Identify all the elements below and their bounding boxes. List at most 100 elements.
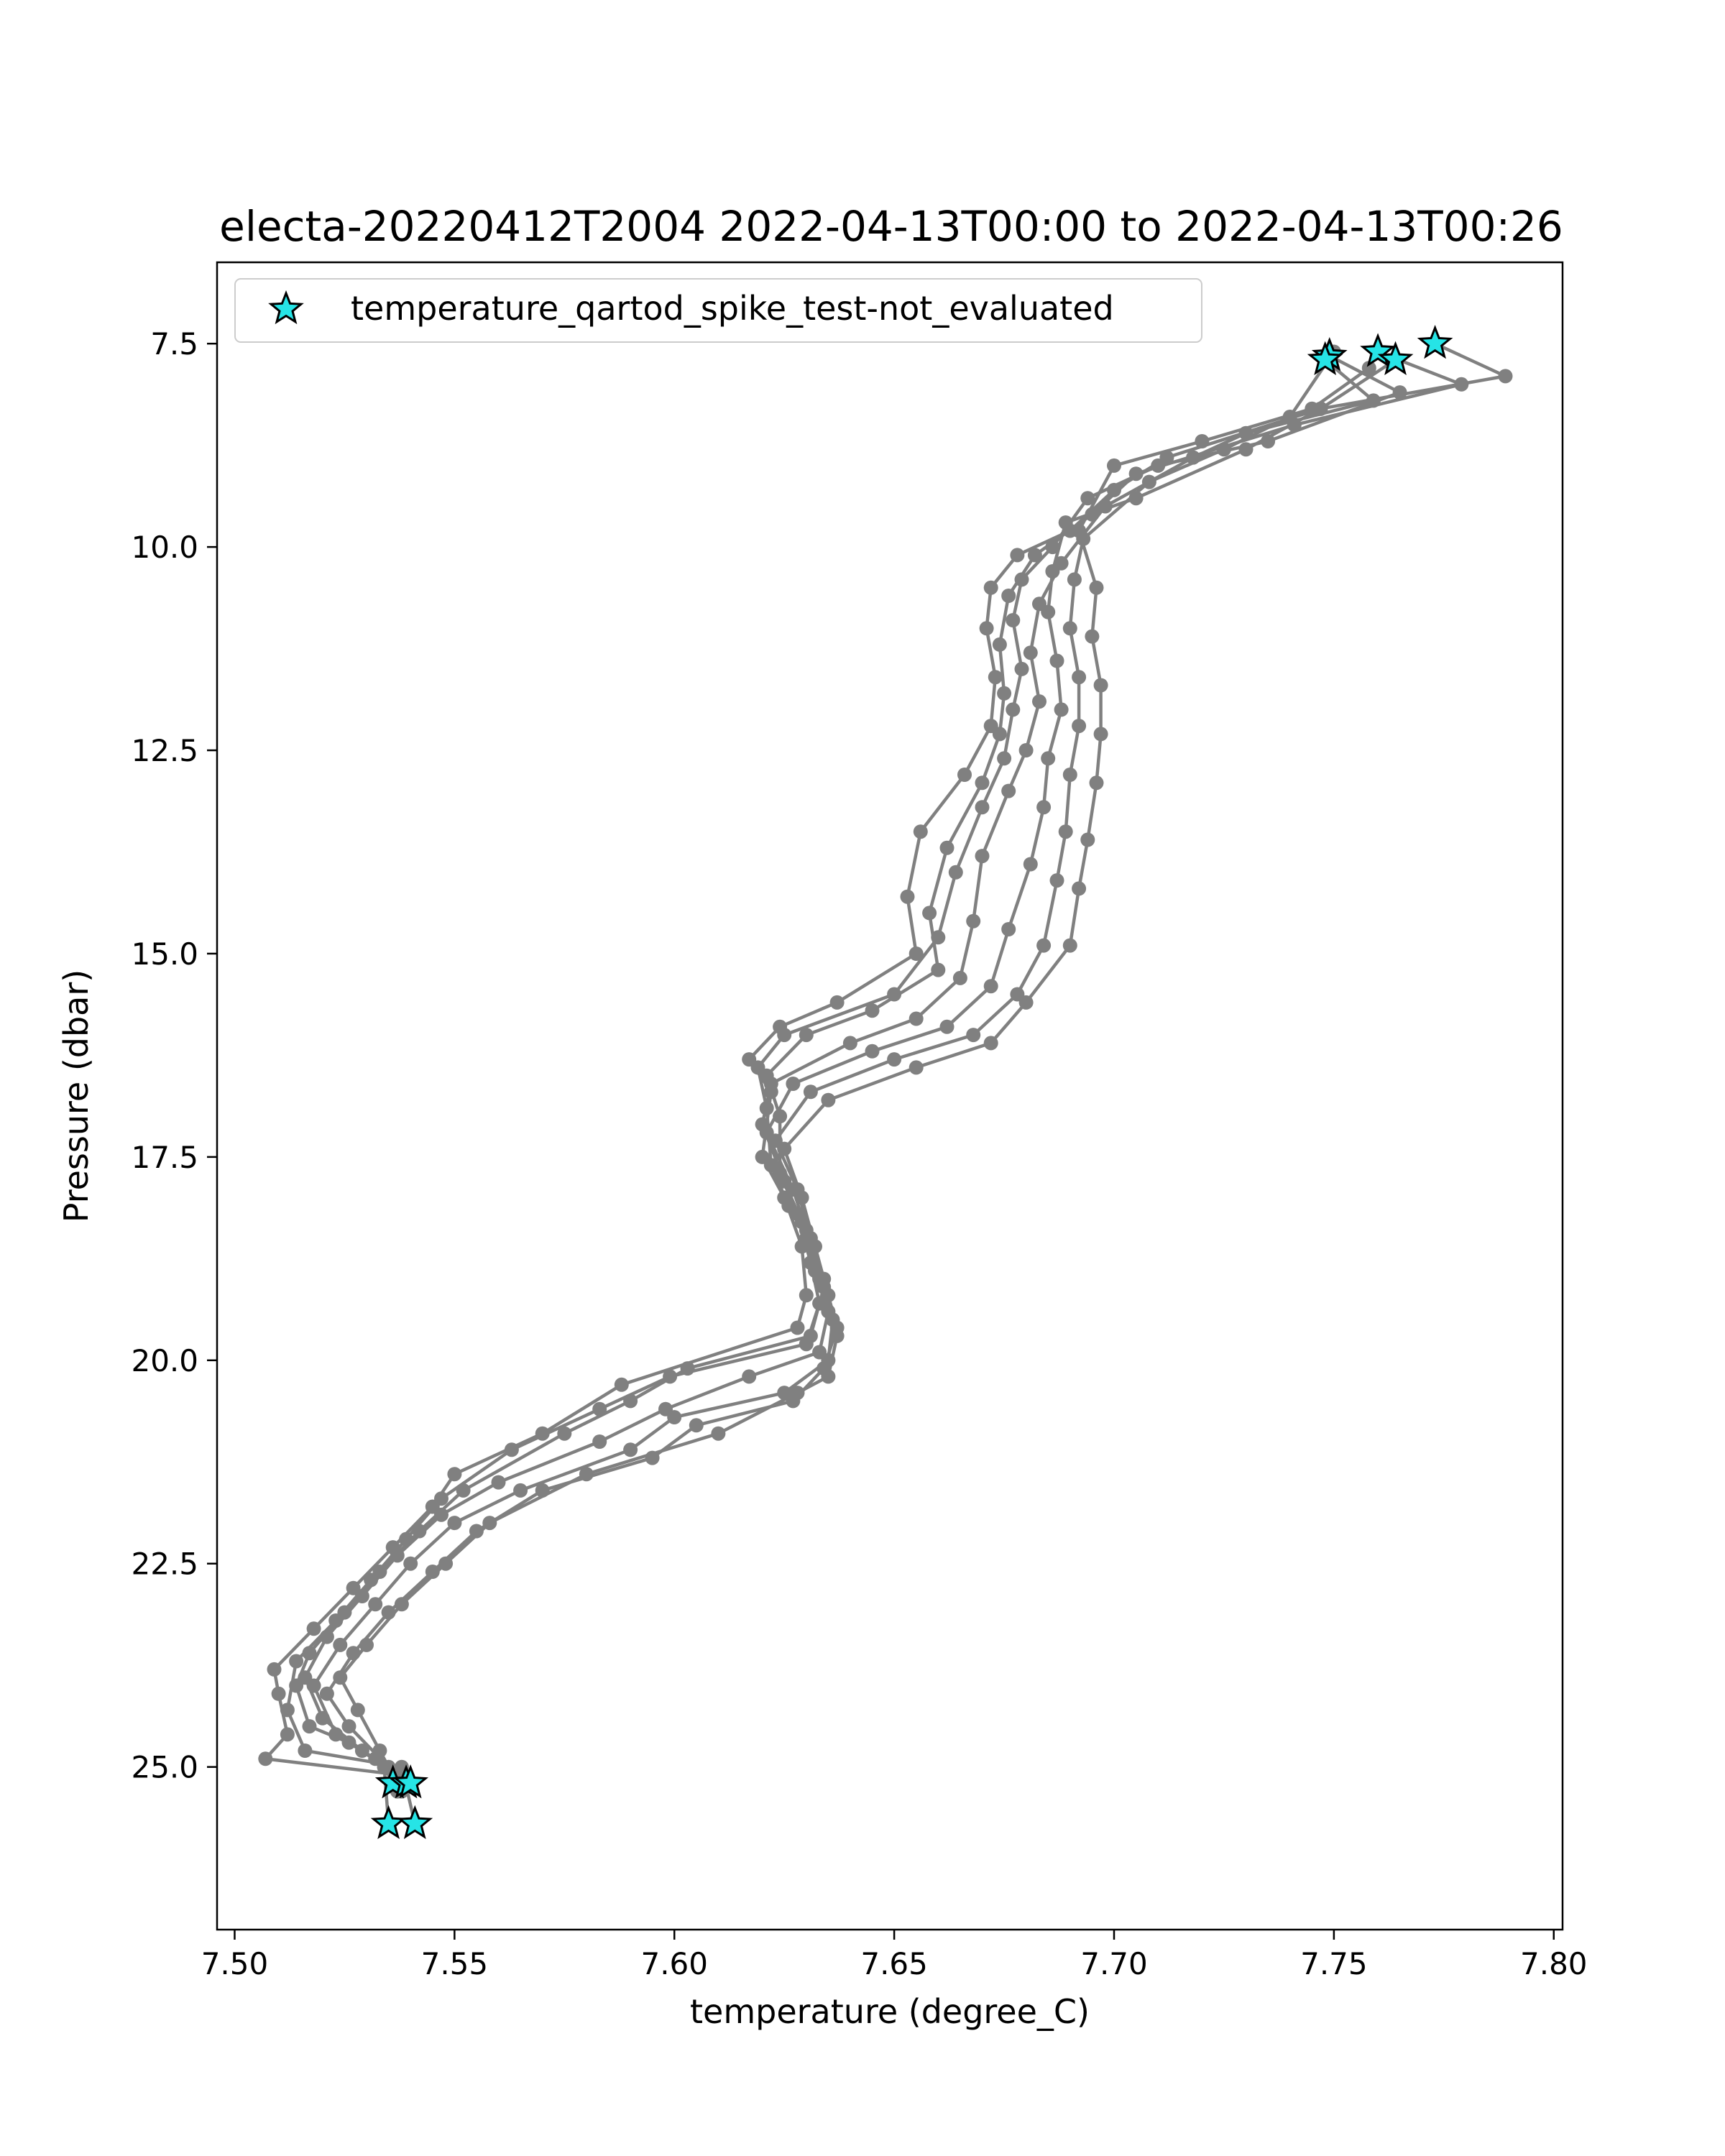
data-point xyxy=(799,1028,814,1043)
data-point xyxy=(614,1377,629,1392)
data-point xyxy=(997,686,1012,701)
data-point xyxy=(979,621,994,636)
data-point xyxy=(842,1036,857,1051)
data-point xyxy=(1107,458,1121,473)
data-point xyxy=(763,1077,778,1091)
data-point xyxy=(931,930,946,945)
data-point xyxy=(689,1418,704,1433)
data-point xyxy=(975,775,990,791)
data-point xyxy=(790,1320,805,1335)
data-point xyxy=(504,1442,519,1457)
data-point xyxy=(1041,751,1056,766)
data-point xyxy=(289,1654,304,1669)
x-axis: 7.50 7.55 7.60 7.65 7.70 7.75 7.80 xyxy=(201,1930,1588,1981)
legend-entry-label: temperature_qartod_spike_test-not_evalua… xyxy=(351,289,1114,328)
data-point xyxy=(1080,491,1095,506)
y-axis-label: Pressure (dbar) xyxy=(57,969,96,1222)
data-point xyxy=(1089,775,1104,791)
data-point xyxy=(447,1516,462,1531)
data-point xyxy=(1006,613,1021,627)
data-point xyxy=(1072,881,1087,896)
x-tick-label: 7.55 xyxy=(421,1946,489,1981)
data-point xyxy=(434,1491,448,1506)
data-point xyxy=(939,1019,954,1034)
y-tick-label: 10.0 xyxy=(131,530,198,565)
data-point xyxy=(1093,727,1108,742)
data-point xyxy=(808,1239,822,1254)
data-point xyxy=(1072,523,1087,538)
x-tick-label: 7.65 xyxy=(860,1946,928,1981)
data-point xyxy=(1366,393,1381,408)
data-point xyxy=(1010,548,1025,563)
y-axis: 7.5 10.0 12.5 15.0 17.5 20.0 22.5 25.0 xyxy=(131,326,217,1785)
data-point xyxy=(298,1743,313,1758)
data-point xyxy=(939,840,954,855)
data-point xyxy=(786,1077,801,1091)
plot-frame xyxy=(216,261,1564,1931)
data-point xyxy=(680,1361,695,1376)
data-point xyxy=(1001,783,1016,798)
data-point xyxy=(1049,653,1064,668)
data-point xyxy=(1001,922,1016,936)
data-point xyxy=(394,1597,409,1612)
data-point xyxy=(302,1719,317,1734)
data-point xyxy=(390,1548,405,1563)
data-point xyxy=(1049,873,1064,888)
data-point xyxy=(1045,564,1060,579)
data-point xyxy=(350,1703,365,1718)
data-point xyxy=(1195,434,1210,448)
spike-test-star-marker xyxy=(1417,325,1453,359)
data-point xyxy=(742,1369,757,1384)
data-point xyxy=(992,637,1007,652)
data-point xyxy=(403,1556,418,1571)
data-point xyxy=(777,1141,792,1156)
data-point xyxy=(1305,401,1320,416)
legend-star-icon xyxy=(268,290,304,325)
data-point xyxy=(1041,604,1056,619)
data-point xyxy=(359,1637,374,1652)
data-point xyxy=(1036,800,1052,815)
data-point xyxy=(579,1467,594,1482)
y-tick-label: 20.0 xyxy=(131,1343,198,1378)
data-point xyxy=(887,987,902,1002)
data-point xyxy=(1032,694,1046,709)
data-point xyxy=(1027,548,1042,563)
data-point xyxy=(997,751,1012,766)
data-point xyxy=(777,1028,792,1043)
data-point xyxy=(1058,824,1073,839)
data-point xyxy=(790,1386,805,1401)
profile-line-4 xyxy=(303,359,1376,1825)
data-point xyxy=(333,1670,348,1685)
data-point xyxy=(1067,572,1082,587)
data-point xyxy=(763,1158,778,1173)
data-point xyxy=(271,1686,286,1701)
spike-test-star-marker xyxy=(1377,341,1414,375)
data-point xyxy=(952,970,967,985)
data-point xyxy=(1058,515,1073,530)
data-point xyxy=(1062,621,1077,636)
data-point xyxy=(1018,995,1034,1010)
data-point xyxy=(992,727,1007,742)
data-point xyxy=(372,1565,387,1579)
y-tick-label: 25.0 xyxy=(131,1750,198,1785)
y-tick-label: 22.5 xyxy=(131,1547,198,1582)
data-point xyxy=(1072,719,1087,734)
data-point xyxy=(1072,670,1087,685)
x-tick-label: 7.60 xyxy=(640,1946,708,1981)
data-point xyxy=(1392,385,1407,400)
data-point xyxy=(1001,589,1016,603)
x-tick-label: 7.70 xyxy=(1080,1946,1148,1981)
data-point xyxy=(1023,857,1038,872)
data-point xyxy=(1093,678,1108,693)
data-point xyxy=(900,889,915,904)
data-point xyxy=(829,1328,845,1343)
data-point xyxy=(1023,645,1038,660)
data-point xyxy=(983,580,998,595)
data-point xyxy=(447,1467,462,1482)
data-point xyxy=(829,995,845,1010)
data-point xyxy=(368,1597,383,1612)
data-point xyxy=(425,1565,440,1579)
data-point xyxy=(1018,743,1034,757)
